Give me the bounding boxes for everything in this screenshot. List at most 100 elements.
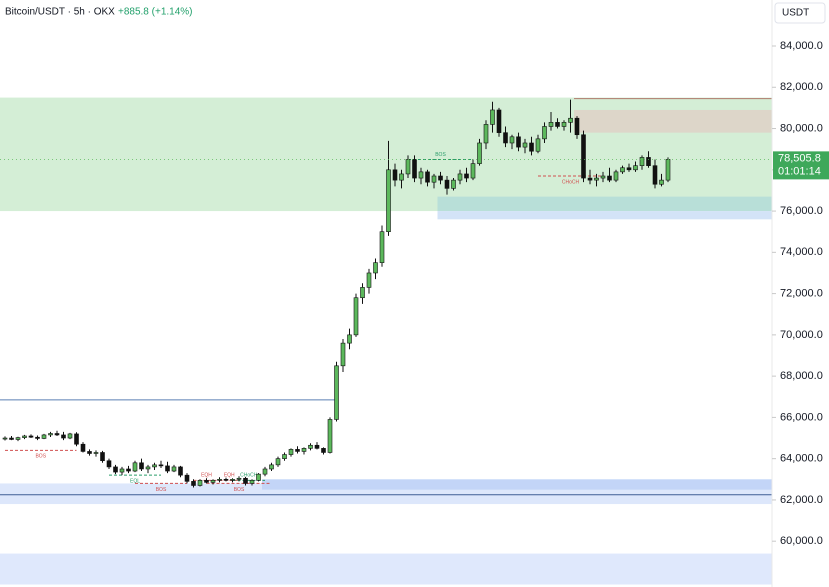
y-tick-label: 66,000.0 [780, 411, 823, 423]
candle-body [48, 433, 53, 436]
y-tick-label: 76,000.0 [780, 205, 823, 217]
candle-body [54, 433, 60, 436]
candle-body [399, 173, 404, 181]
candle-body [529, 142, 534, 152]
y-tick-label: 74,000.0 [780, 246, 823, 258]
candle-body [503, 132, 508, 144]
candle-body [431, 175, 437, 183]
candle-body [600, 175, 606, 179]
candle-body [659, 179, 664, 185]
candle-body [548, 122, 554, 127]
candle-body [178, 466, 183, 476]
currency-label[interactable]: USDT [782, 8, 809, 19]
candle-body [243, 477, 248, 484]
y-tick-label: 68,000.0 [780, 370, 823, 382]
candle-body [100, 452, 105, 462]
plot-area: BOS EQL BOS EQH EQH CHoCH BOS BOS CHoCH [0, 97, 772, 585]
candle-body [126, 468, 131, 472]
candle-body [236, 477, 242, 480]
candle-body [204, 480, 209, 483]
candle-body [483, 124, 489, 144]
y-tick-label: 60,000.0 [780, 535, 823, 547]
candle-body [340, 342, 346, 367]
candle-body [61, 434, 66, 439]
candle-body [41, 434, 47, 439]
candle-body [457, 173, 463, 181]
candle-body [295, 449, 300, 452]
candle-body [360, 287, 365, 299]
structure-label: BOS [35, 454, 46, 460]
candle-body [139, 462, 144, 470]
candle-body [522, 142, 528, 148]
candle-body [379, 231, 385, 263]
candle-body [509, 136, 515, 144]
candle-body [262, 468, 268, 475]
candle-body [165, 465, 170, 472]
candle-body [542, 126, 547, 140]
zone [262, 479, 772, 490]
candle-body [74, 433, 79, 445]
y-tick-label: 70,000.0 [780, 329, 823, 341]
candle-body [353, 297, 359, 336]
structure-label: CHoCH [562, 179, 580, 185]
chart-title: Bitcoin/USDT · 5h · OKX [5, 7, 115, 18]
last-price-label: 78,505.8 [778, 152, 821, 164]
candle-body [230, 478, 235, 481]
candle-body [308, 444, 313, 449]
countdown-label: 01:01:14 [778, 165, 821, 177]
candle-body [665, 159, 671, 181]
candle-body [119, 468, 125, 473]
candle-body [412, 159, 417, 179]
candle-body [373, 262, 378, 274]
zone [0, 553, 772, 585]
price-change: +885.8 (+1.14%) [118, 7, 193, 18]
candle-body [28, 435, 34, 438]
candle-body [633, 165, 638, 171]
candle-body [197, 480, 203, 486]
candle-body [418, 171, 424, 179]
structure-label: EQH [201, 473, 212, 479]
candle-body [613, 171, 619, 181]
zone [437, 196, 772, 212]
candle-body [516, 136, 521, 148]
candle-body [145, 466, 151, 470]
candle-body [652, 165, 658, 185]
candle-body [288, 449, 294, 455]
candle-body [327, 419, 333, 453]
currency-button[interactable] [774, 2, 826, 24]
candle-body [444, 179, 450, 189]
candle-body [451, 179, 456, 189]
candle-body [35, 436, 40, 439]
structure-label: EQH [224, 473, 235, 479]
candle-body [191, 481, 196, 486]
candle-body [587, 177, 593, 181]
candle-body [249, 480, 255, 484]
y-tick-label: 84,000.0 [780, 40, 823, 52]
candle-body [639, 157, 645, 166]
candle-body [464, 173, 469, 179]
candle-body [425, 171, 430, 183]
candle-body [321, 448, 326, 453]
y-tick-label: 82,000.0 [780, 81, 823, 93]
candle-body [438, 175, 443, 181]
candle-body [87, 451, 92, 454]
y-tick-label: 72,000.0 [780, 288, 823, 300]
candle-body [496, 109, 502, 133]
candle-body [210, 480, 216, 483]
y-tick-label: 62,000.0 [780, 494, 823, 506]
last-price-box [773, 151, 829, 180]
candle-body [626, 167, 632, 171]
candle-body [15, 437, 21, 440]
candle-body [490, 109, 495, 125]
candle-body [269, 464, 274, 470]
y-tick-label: 64,000.0 [780, 453, 823, 465]
structure-label: EQL [130, 478, 140, 484]
candle-body [646, 157, 651, 166]
candle-body [106, 460, 112, 468]
y-tick-label: 80,000.0 [780, 122, 823, 134]
candle-body [392, 169, 398, 181]
candle-body [301, 448, 307, 452]
candle-body [132, 462, 138, 472]
candle-body [158, 464, 164, 467]
